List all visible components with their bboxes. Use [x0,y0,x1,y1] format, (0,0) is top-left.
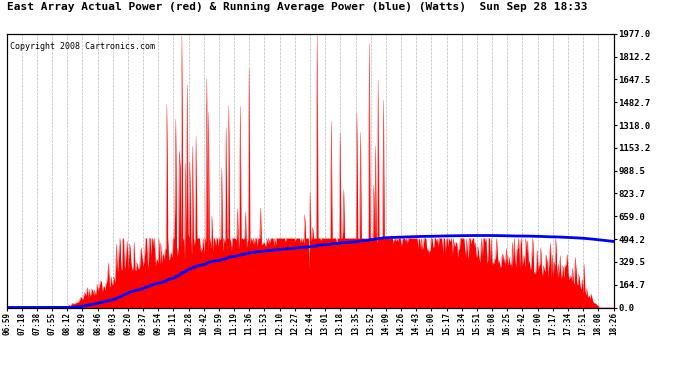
Text: Copyright 2008 Cartronics.com: Copyright 2008 Cartronics.com [10,42,155,51]
Text: East Array Actual Power (red) & Running Average Power (blue) (Watts)  Sun Sep 28: East Array Actual Power (red) & Running … [7,2,587,12]
